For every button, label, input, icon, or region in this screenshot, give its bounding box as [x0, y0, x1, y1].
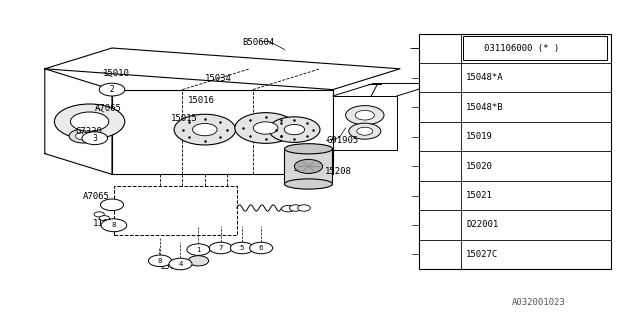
Bar — [419, 34, 611, 269]
Circle shape — [94, 212, 104, 217]
Circle shape — [425, 249, 448, 260]
Text: A7065: A7065 — [95, 104, 122, 113]
Circle shape — [355, 110, 374, 120]
Text: 8: 8 — [157, 258, 163, 264]
Bar — [285, 149, 333, 184]
Text: 11051: 11051 — [93, 220, 120, 228]
Text: 15027C: 15027C — [466, 250, 498, 259]
Text: 2: 2 — [435, 73, 439, 82]
Circle shape — [209, 242, 232, 254]
Text: 1: 1 — [435, 44, 439, 53]
Text: 6: 6 — [434, 191, 439, 200]
Text: 15048*A: 15048*A — [466, 73, 504, 82]
Text: 15010: 15010 — [160, 262, 187, 271]
Circle shape — [235, 113, 296, 143]
Circle shape — [76, 132, 91, 140]
Circle shape — [357, 127, 372, 135]
Text: 5: 5 — [434, 162, 439, 171]
Text: 7: 7 — [218, 245, 223, 251]
Circle shape — [298, 205, 310, 211]
Text: 15015: 15015 — [171, 114, 198, 123]
Circle shape — [104, 220, 124, 230]
Circle shape — [193, 124, 217, 136]
Circle shape — [70, 112, 109, 131]
Circle shape — [289, 205, 302, 211]
Circle shape — [187, 244, 210, 255]
Circle shape — [101, 219, 127, 232]
Text: N: N — [470, 45, 475, 51]
Text: 4: 4 — [434, 132, 439, 141]
Text: 3: 3 — [434, 103, 439, 112]
Text: G91905: G91905 — [326, 136, 358, 145]
Circle shape — [99, 83, 125, 96]
Text: 15048*B: 15048*B — [466, 103, 504, 112]
Circle shape — [284, 124, 305, 135]
Text: 15016: 15016 — [188, 96, 214, 105]
Text: 15034: 15034 — [205, 74, 232, 83]
Circle shape — [269, 117, 320, 142]
Text: 2: 2 — [109, 85, 115, 94]
Text: 5: 5 — [240, 245, 244, 251]
Circle shape — [463, 44, 482, 53]
Ellipse shape — [285, 144, 333, 154]
Text: 15208: 15208 — [325, 167, 352, 176]
Circle shape — [425, 219, 448, 231]
Circle shape — [349, 123, 381, 139]
Circle shape — [174, 114, 236, 145]
Circle shape — [54, 104, 125, 139]
Text: B50604: B50604 — [242, 38, 274, 47]
FancyBboxPatch shape — [463, 36, 607, 60]
Text: A7065: A7065 — [83, 192, 110, 201]
Circle shape — [425, 131, 448, 142]
Text: 1: 1 — [196, 247, 201, 252]
Text: D22001: D22001 — [466, 220, 498, 229]
Text: 8: 8 — [111, 222, 116, 228]
Text: A032001023: A032001023 — [512, 298, 566, 307]
Text: 3: 3 — [92, 134, 97, 143]
Text: 4: 4 — [179, 261, 182, 267]
Circle shape — [425, 160, 448, 172]
Ellipse shape — [285, 179, 333, 189]
Circle shape — [250, 242, 273, 254]
Circle shape — [282, 205, 294, 212]
Circle shape — [148, 255, 172, 267]
Circle shape — [425, 190, 448, 201]
Text: 031106000 (* ): 031106000 (* ) — [484, 44, 560, 53]
Circle shape — [230, 242, 253, 254]
Text: 15020: 15020 — [466, 162, 493, 171]
Circle shape — [346, 106, 384, 125]
Circle shape — [425, 43, 448, 54]
Circle shape — [425, 72, 448, 84]
Text: 6: 6 — [259, 245, 264, 251]
Text: 15021: 15021 — [466, 191, 493, 200]
Circle shape — [100, 199, 124, 211]
Circle shape — [99, 216, 109, 221]
Circle shape — [169, 258, 192, 270]
Text: 7: 7 — [434, 220, 439, 229]
Text: 8: 8 — [435, 250, 439, 259]
Circle shape — [425, 101, 448, 113]
Circle shape — [69, 129, 97, 143]
Circle shape — [294, 159, 323, 173]
Circle shape — [188, 256, 209, 266]
Text: 15010: 15010 — [102, 69, 129, 78]
Text: 15019: 15019 — [466, 132, 493, 141]
Circle shape — [82, 132, 108, 145]
Text: G7330: G7330 — [76, 127, 102, 136]
Circle shape — [253, 122, 278, 134]
